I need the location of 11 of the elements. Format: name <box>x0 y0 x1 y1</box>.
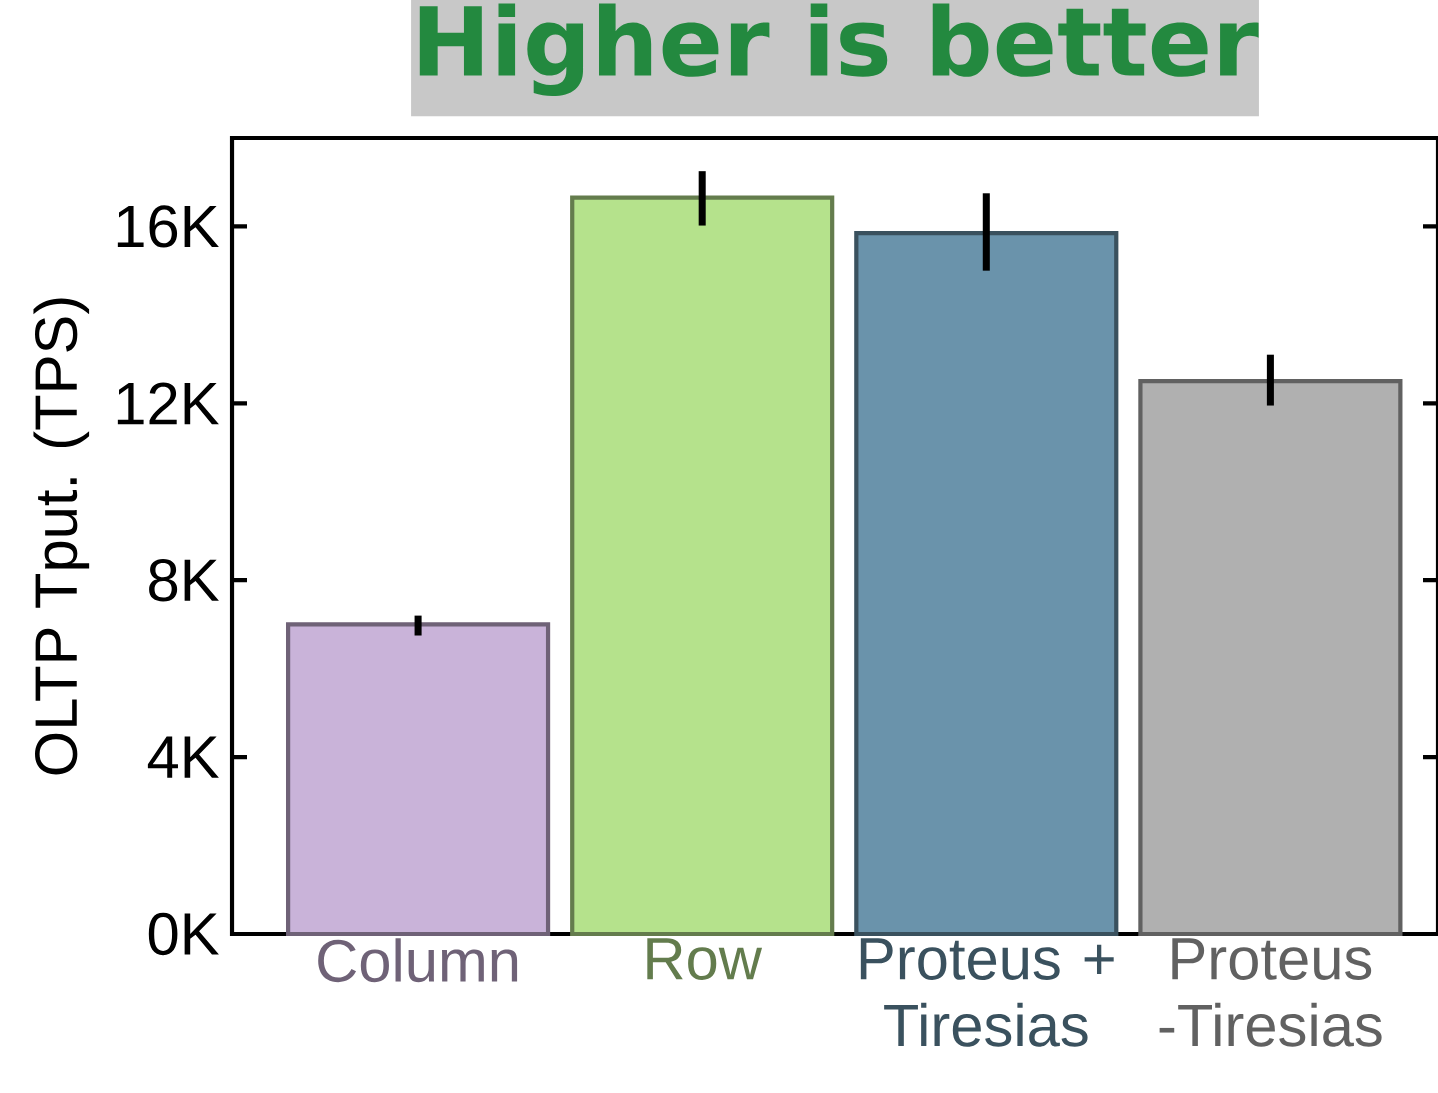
y-tick-label: 4K <box>147 736 219 778</box>
y-tick-label: 12K <box>117 382 219 425</box>
x-tick-label: Column <box>318 938 518 983</box>
x-tick-label: Proteus + Tiresias <box>860 938 1114 1047</box>
y-tick-label: 16K <box>117 205 219 248</box>
x-tick-label: Proteus -Tiresias <box>1159 938 1382 1047</box>
y-axis-title: OLTP Tput. (TPS) <box>33 298 90 775</box>
chart-title: Higher is better <box>419 3 1259 97</box>
y-tick-label: 8K <box>149 559 219 602</box>
y-tick-label: 0K <box>148 912 219 956</box>
x-tick-label: Row <box>647 938 763 980</box>
